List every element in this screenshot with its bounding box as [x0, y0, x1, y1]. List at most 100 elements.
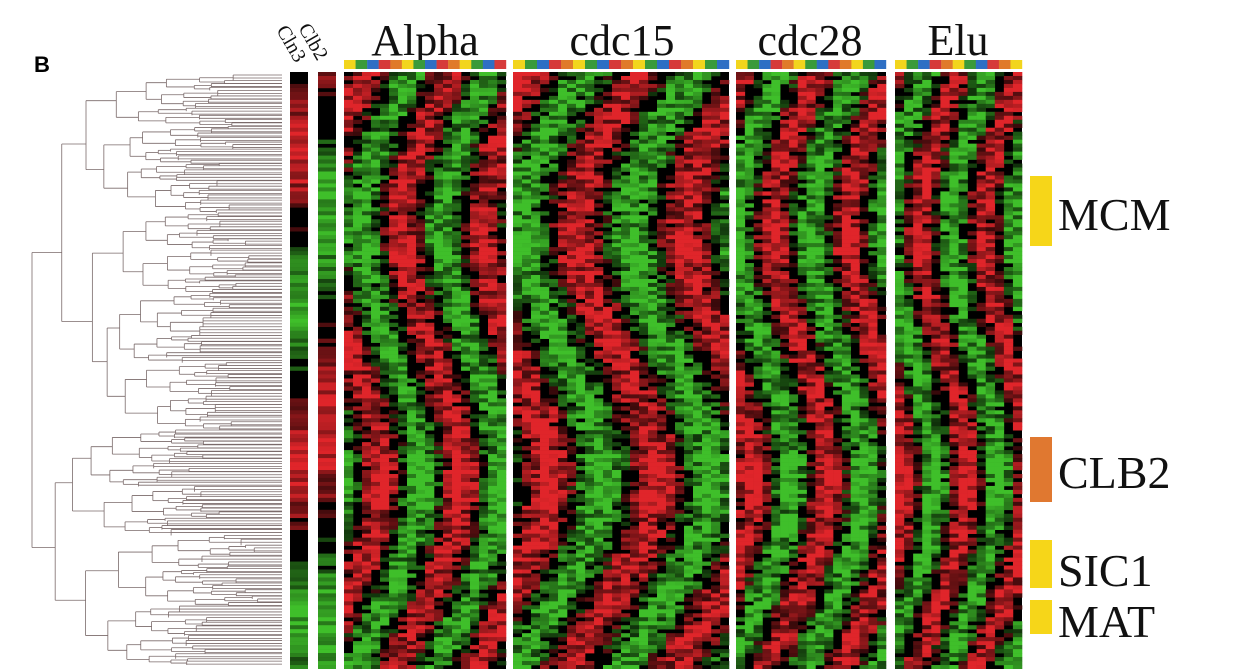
heatmap-cell	[540, 358, 550, 363]
heatmap-cell	[711, 111, 721, 117]
heatmap-cell	[398, 501, 408, 507]
heatmap-cell	[407, 151, 417, 156]
heatmap-cell	[353, 259, 363, 264]
heatmap-cell	[576, 127, 586, 132]
heatmap-cell	[585, 366, 595, 371]
heatmap-cell	[711, 358, 721, 363]
reference-cell	[318, 585, 336, 590]
heatmap-cell	[540, 151, 550, 156]
heatmap-cell	[380, 513, 390, 519]
heatmap-cell	[693, 207, 703, 212]
heatmap-cell	[443, 633, 453, 638]
heatmap-cell	[443, 549, 453, 554]
heatmap-cell	[585, 294, 595, 300]
reference-cell	[290, 509, 308, 515]
heatmap-cell	[479, 83, 489, 89]
heatmap-cell	[443, 629, 453, 634]
heatmap-cell	[398, 394, 408, 399]
heatmap-cell	[443, 402, 453, 407]
heatmap-cell	[416, 354, 426, 359]
heatmap-cell	[371, 517, 381, 523]
heatmap-cell	[630, 83, 640, 89]
heatmap-cell	[452, 95, 462, 101]
heatmap-cell	[585, 394, 595, 399]
reference-cell	[318, 358, 336, 363]
heatmap-cell	[621, 199, 631, 204]
heatmap-cell	[461, 470, 471, 475]
heatmap-cell	[639, 235, 649, 240]
heatmap-cell	[479, 418, 489, 423]
heatmap-cell	[497, 470, 507, 475]
heatmap-cell	[470, 302, 480, 308]
heatmap-cell	[380, 481, 390, 487]
heatmap-cell	[603, 251, 613, 256]
heatmap-cell	[693, 394, 703, 399]
heatmap-cell	[720, 127, 730, 132]
reference-cell	[318, 286, 336, 292]
heatmap-cell	[443, 450, 453, 455]
reference-cell	[318, 394, 336, 399]
heatmap-cell	[407, 454, 417, 459]
heatmap-cell	[470, 346, 480, 351]
heatmap-cell	[558, 354, 568, 359]
heatmap-cell	[380, 294, 390, 300]
heatmap-cell	[684, 354, 694, 359]
heatmap-cell	[461, 533, 471, 538]
heatmap-cell	[461, 99, 471, 105]
heatmap-cell	[497, 402, 507, 407]
heatmap-cell	[612, 326, 622, 331]
heatmap-cell	[488, 466, 498, 471]
heatmap-cell	[371, 350, 381, 355]
reference-columns	[290, 72, 336, 669]
heatmap-cell	[479, 127, 489, 132]
heatmap-cell	[434, 549, 444, 554]
heatmap-cell	[488, 223, 498, 228]
heatmap-cell	[479, 517, 489, 523]
heatmap-cell	[639, 394, 649, 399]
heatmap-cell	[416, 505, 426, 511]
heatmap-cell	[452, 501, 462, 507]
reference-cell	[318, 661, 336, 666]
heatmap-cell	[648, 199, 658, 204]
heatmap-cell	[362, 310, 372, 316]
heatmap-cell	[371, 414, 381, 419]
phase-segment	[717, 60, 730, 69]
heatmap-cell	[470, 155, 480, 160]
heatmap-cell	[666, 338, 676, 343]
heatmap-cell	[344, 207, 354, 212]
heatmap-cell	[488, 247, 498, 252]
heatmap-cell	[398, 665, 408, 669]
heatmap-cell	[443, 545, 453, 550]
heatmap-cell	[425, 278, 435, 284]
heatmap-cell	[389, 485, 399, 491]
heatmap-cell	[675, 286, 685, 292]
heatmap-cell	[549, 99, 559, 105]
reference-cell	[318, 79, 336, 85]
heatmap-cell	[497, 91, 507, 97]
heatmap-cell	[380, 151, 390, 156]
heatmap-cell	[380, 517, 390, 523]
heatmap-cell	[630, 271, 640, 276]
heatmap-cell	[479, 581, 489, 586]
heatmap-cell	[461, 115, 471, 121]
heatmap-cell	[648, 255, 658, 260]
phase-segment	[693, 60, 706, 69]
heatmap-cell	[416, 458, 426, 463]
heatmap-cell	[434, 462, 444, 467]
reference-cell	[290, 605, 308, 610]
heatmap-cell	[452, 577, 462, 582]
heatmap-cell	[362, 593, 372, 598]
heatmap-cell	[603, 223, 613, 228]
heatmap-cell	[416, 334, 426, 339]
heatmap-cell	[693, 366, 703, 371]
heatmap-cell	[549, 290, 559, 296]
heatmap-cell	[344, 521, 354, 527]
heatmap-cell	[434, 481, 444, 487]
heatmap-cell	[443, 227, 453, 232]
heatmap-cell	[416, 497, 426, 503]
heatmap-cell	[531, 215, 541, 220]
reference-cell	[290, 406, 308, 411]
heatmap-cell	[630, 362, 640, 367]
heatmap-cell	[497, 597, 507, 602]
reference-cell	[318, 569, 336, 574]
